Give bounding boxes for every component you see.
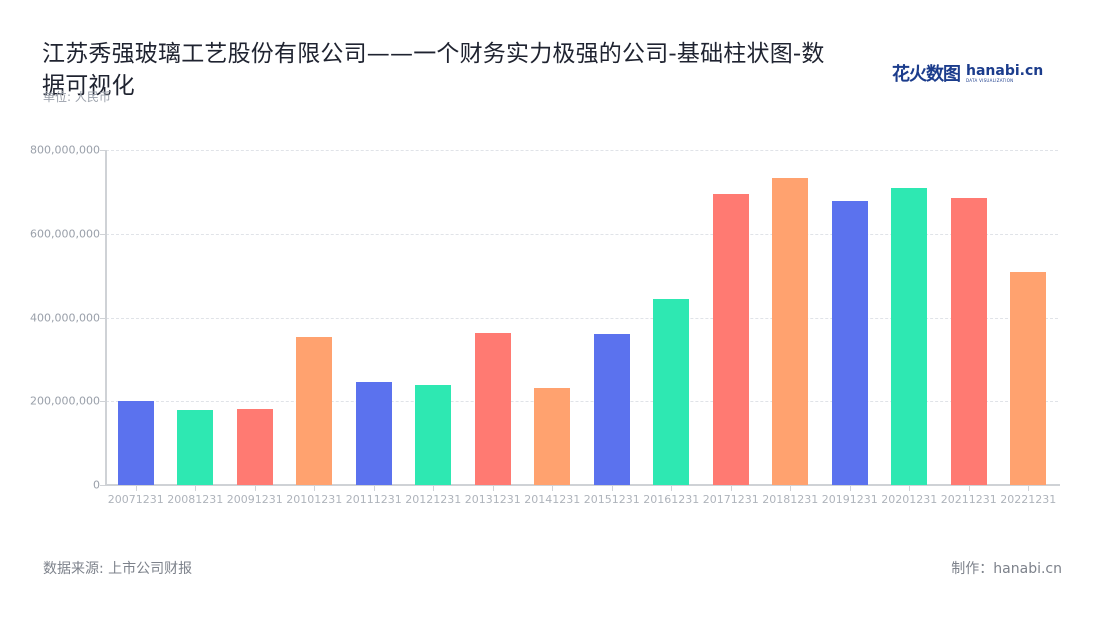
bar bbox=[296, 337, 333, 485]
bar bbox=[236, 409, 273, 485]
x-tick-mark bbox=[135, 486, 137, 491]
bar bbox=[653, 299, 690, 485]
bar bbox=[534, 387, 571, 485]
x-tick-label: 20151231 bbox=[583, 493, 640, 506]
gridline bbox=[106, 401, 1058, 403]
y-tick-mark bbox=[100, 317, 106, 319]
x-tick-mark bbox=[671, 486, 673, 491]
x-tick-label: 20091231 bbox=[226, 493, 283, 506]
x-tick-mark bbox=[254, 486, 256, 491]
x-tick-label: 20111231 bbox=[345, 493, 402, 506]
x-tick-label: 20071231 bbox=[107, 493, 164, 506]
logo-en-text: hanabi.cn bbox=[966, 62, 1044, 79]
gridline bbox=[106, 317, 1058, 319]
logo-cn-text: 花火数图 bbox=[892, 64, 961, 85]
x-tick-label: 20221231 bbox=[1000, 493, 1057, 506]
data-source: 数据来源: 上市公司财报 bbox=[43, 561, 193, 577]
bar bbox=[891, 188, 928, 485]
bar bbox=[712, 193, 749, 485]
x-tick-label: 20211231 bbox=[940, 493, 997, 506]
bar bbox=[831, 201, 868, 485]
x-tick-label: 20081231 bbox=[167, 493, 224, 506]
x-tick-mark bbox=[730, 486, 732, 491]
x-tick-label: 20121231 bbox=[405, 493, 462, 506]
x-tick-label: 20171231 bbox=[702, 493, 759, 506]
bar bbox=[474, 332, 511, 485]
x-tick-mark bbox=[195, 486, 197, 491]
x-tick-mark bbox=[790, 486, 792, 491]
x-tick-label: 20101231 bbox=[286, 493, 343, 506]
y-axis-line bbox=[105, 150, 107, 486]
x-tick-mark bbox=[611, 486, 613, 491]
x-tick-label: 20131231 bbox=[464, 493, 521, 506]
x-tick-mark bbox=[373, 486, 375, 491]
x-tick-label: 20161231 bbox=[643, 493, 700, 506]
y-tick-label: 400,000,000 bbox=[30, 311, 100, 324]
x-tick-mark bbox=[433, 486, 435, 491]
credit: 制作：hanabi.cn bbox=[951, 561, 1062, 577]
x-axis-line bbox=[105, 484, 1060, 486]
bar bbox=[950, 198, 987, 485]
logo-en-block: hanabi.cn DATA VISUALIZATION bbox=[966, 64, 1043, 83]
y-tick-mark bbox=[100, 485, 106, 486]
bar bbox=[415, 384, 452, 485]
x-tick-label: 20191231 bbox=[821, 493, 878, 506]
bar bbox=[355, 381, 392, 485]
bar bbox=[772, 178, 809, 485]
bar bbox=[177, 410, 214, 485]
x-tick-mark bbox=[849, 486, 851, 491]
gridline bbox=[106, 150, 1058, 151]
y-tick-label: 0 bbox=[93, 478, 100, 492]
x-tick-label: 20141231 bbox=[524, 493, 581, 506]
y-tick-mark bbox=[100, 233, 106, 235]
x-tick-mark bbox=[492, 486, 494, 491]
brand-logo: 花火数图 hanabi.cn DATA VISUALIZATION bbox=[892, 60, 1043, 86]
y-tick-label: 800,000,000 bbox=[30, 143, 100, 157]
bar bbox=[1010, 271, 1047, 485]
y-tick-label: 200,000,000 bbox=[30, 394, 100, 408]
logo-sub-text: DATA VISUALIZATION bbox=[966, 77, 1014, 83]
bar bbox=[117, 401, 154, 485]
y-tick-mark bbox=[100, 150, 106, 151]
x-tick-mark bbox=[552, 486, 554, 491]
x-tick-label: 20201231 bbox=[881, 493, 938, 506]
x-tick-mark bbox=[314, 486, 316, 491]
bar bbox=[593, 333, 630, 485]
chart-title: 江苏秀强玻璃工艺股份有限公司——一个财务实力极强的公司-基础柱状图-数据可视化 bbox=[42, 41, 825, 99]
gridline bbox=[106, 233, 1058, 235]
y-tick-label: 600,000,000 bbox=[30, 227, 100, 241]
x-tick-mark bbox=[909, 486, 911, 491]
x-tick-label: 20181231 bbox=[762, 493, 819, 506]
x-tick-mark bbox=[968, 486, 970, 491]
x-tick-mark bbox=[1028, 486, 1030, 491]
y-tick-mark bbox=[100, 401, 106, 403]
unit-label: 单位: 人民币 bbox=[43, 90, 111, 104]
